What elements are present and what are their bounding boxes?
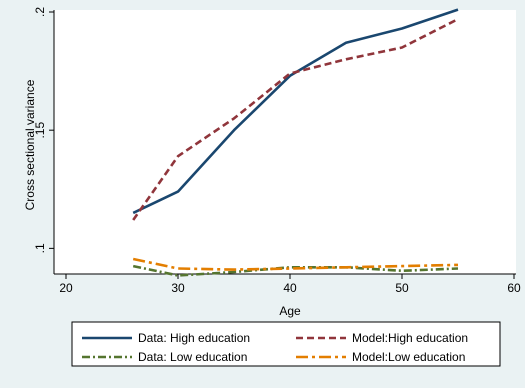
series-line-2 bbox=[132, 17, 459, 221]
x-tick-label: 40 bbox=[283, 281, 297, 295]
x-tick-label: 50 bbox=[395, 281, 409, 295]
x-tick-label: 20 bbox=[59, 281, 73, 295]
y-tick-label: .2 bbox=[33, 7, 47, 17]
legend-label-1: Data: High education bbox=[138, 331, 250, 345]
x-axis-title: Age bbox=[279, 304, 301, 318]
legend-box bbox=[71, 321, 501, 367]
plot-area bbox=[54, 10, 516, 274]
series-line-4 bbox=[132, 257, 459, 271]
x-tick-label: 30 bbox=[171, 281, 185, 295]
x-tick-label: 60 bbox=[507, 281, 521, 295]
legend-label-3: Data: Low education bbox=[138, 350, 247, 364]
legend-label-4: Model:Low education bbox=[352, 350, 465, 364]
y-axis-title: Cross sectional variance bbox=[23, 79, 37, 210]
y-tick-label: .1 bbox=[33, 243, 47, 253]
legend-label-2: Model:High education bbox=[352, 331, 468, 345]
y-tick-label: .15 bbox=[33, 122, 47, 139]
series-line-1 bbox=[132, 8, 459, 215]
